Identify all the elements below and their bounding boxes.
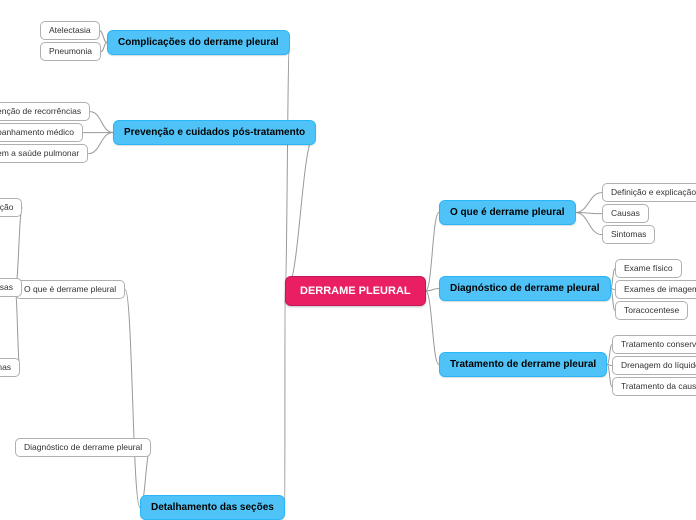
node-r1[interactable]: O que é derrame pleural bbox=[439, 200, 576, 225]
node-root[interactable]: DERRAME PLEURAL bbox=[285, 276, 426, 306]
node-r3b[interactable]: Drenagem do líquido pleural bbox=[612, 356, 696, 375]
mindmap-canvas[interactable]: DERRAME PLEURAL O que é derrame pleural De… bbox=[0, 0, 696, 520]
node-l1a[interactable]: Atelectasia bbox=[40, 21, 100, 40]
node-r2c[interactable]: Toracocentese bbox=[615, 301, 688, 320]
node-l2c[interactable]: em a saúde pulmonar bbox=[0, 144, 88, 163]
node-l2b[interactable]: panhamento médico bbox=[0, 123, 83, 142]
node-r1a[interactable]: Definição e explicação bbox=[602, 183, 696, 202]
node-l3sub1b[interactable]: usas bbox=[0, 278, 22, 297]
node-l2[interactable]: Prevenção e cuidados pós-tratamento bbox=[113, 120, 316, 145]
node-l2a[interactable]: enção de recorrências bbox=[0, 102, 90, 121]
node-r3[interactable]: Tratamento de derrame pleural bbox=[439, 352, 607, 377]
node-r2[interactable]: Diagnóstico de derrame pleural bbox=[439, 276, 611, 301]
node-l1b[interactable]: Pneumonia bbox=[40, 42, 101, 61]
node-r2a[interactable]: Exame físico bbox=[615, 259, 682, 278]
node-r1c[interactable]: Sintomas bbox=[602, 225, 655, 244]
node-l3sub1a[interactable]: ação bbox=[0, 198, 22, 217]
node-l1[interactable]: Complicações do derrame pleural bbox=[107, 30, 290, 55]
node-l3sub1[interactable]: O que é derrame pleural bbox=[15, 280, 125, 299]
node-r2b[interactable]: Exames de imagem bbox=[615, 280, 696, 299]
node-r1b[interactable]: Causas bbox=[602, 204, 649, 223]
node-r3a[interactable]: Tratamento conservador bbox=[612, 335, 696, 354]
node-l3sub1c[interactable]: mas bbox=[0, 358, 20, 377]
node-l3[interactable]: Detalhamento das seções bbox=[140, 495, 285, 520]
node-r3c[interactable]: Tratamento da causa subjacente bbox=[612, 377, 696, 396]
node-l3sub2[interactable]: Diagnóstico de derrame pleural bbox=[15, 438, 151, 457]
